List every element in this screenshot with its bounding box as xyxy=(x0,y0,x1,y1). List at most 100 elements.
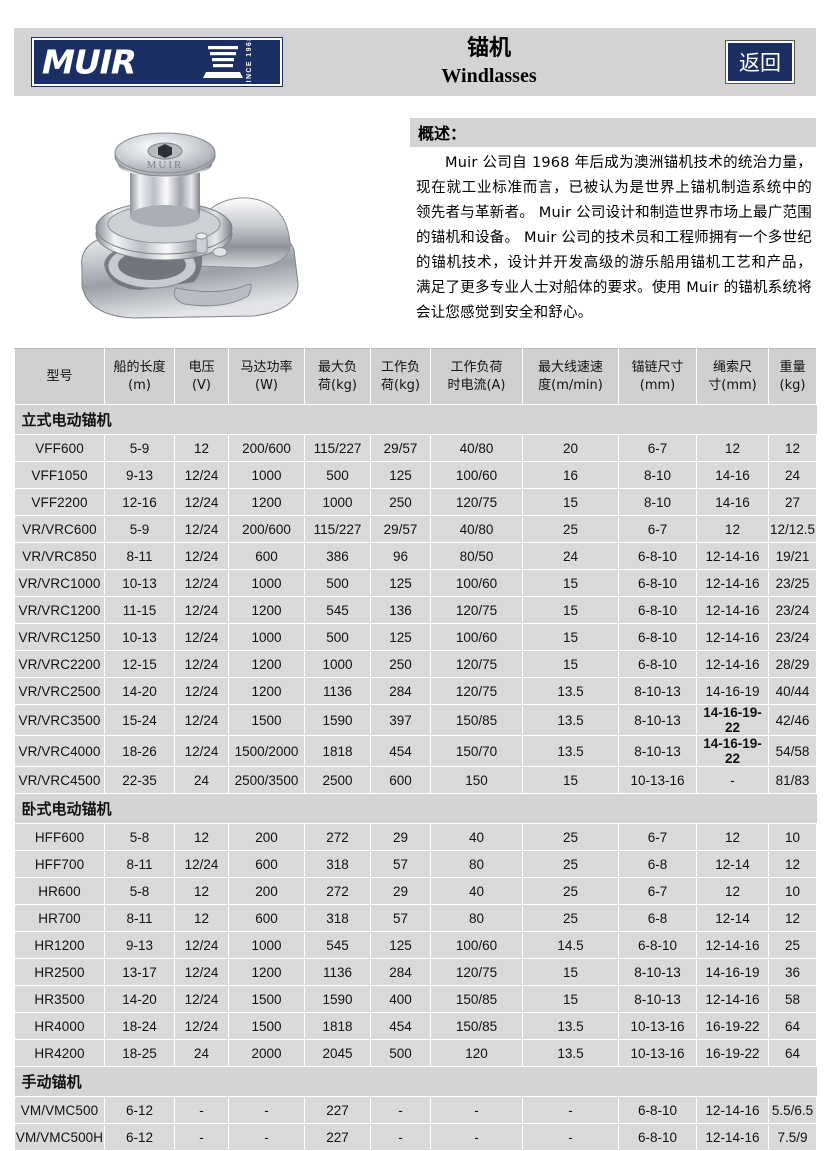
cell-value: 500 xyxy=(304,623,371,651)
cell-value: 36 xyxy=(768,958,817,986)
cell-value: 150/85 xyxy=(430,985,523,1013)
cell-value: 12-14-16 xyxy=(696,985,769,1013)
cell-value: 6-7 xyxy=(618,877,697,905)
logo-wordmark: MUIR xyxy=(37,42,140,82)
overview-heading: 概述： xyxy=(410,118,816,147)
cell-value: 10 xyxy=(768,823,817,851)
cell-value: 6-8-10 xyxy=(618,623,697,651)
cell-value: 12/24 xyxy=(174,850,229,878)
cell-value: 10-13-16 xyxy=(618,766,697,794)
table-row: VR/VRC600 5-9 12/24 200/600 115/227 29/57 40/8… xyxy=(14,515,817,543)
cell-value: 6-8 xyxy=(618,850,697,878)
cell-value: 80 xyxy=(430,904,523,932)
cell-value: 100/60 xyxy=(430,569,523,597)
cell-value: 1500/2000 xyxy=(228,735,305,767)
cell-value: 5-8 xyxy=(104,877,175,905)
table-row: HR4200 18-25 24 2000 2045 500 120 13.5 10-13-16 1… xyxy=(14,1039,817,1067)
cell-value: 125 xyxy=(370,931,431,959)
cell-value: - xyxy=(174,1123,229,1151)
cell-value: 1590 xyxy=(304,704,371,736)
cell-value: 250 xyxy=(370,488,431,516)
cell-value: 600 xyxy=(228,904,305,932)
cell-value: 12/24 xyxy=(174,677,229,705)
cell-value: 9-13 xyxy=(104,931,175,959)
spec-table-container: 型号 船的长度 (m) 电压 (V) 马达功率 (W) 最大负 荷(kg) xyxy=(14,348,817,1151)
cell-value: 15 xyxy=(522,569,619,597)
section-header-row: 手动锚机 xyxy=(14,1066,817,1097)
table-row: VFF2200 12-16 12/24 1200 1000 250 120/75 15 8-10… xyxy=(14,488,817,516)
return-button[interactable]: 返回 xyxy=(725,40,795,84)
cell-value: 24 xyxy=(768,461,817,489)
cell-value: 545 xyxy=(304,596,371,624)
cell-value: 12-14 xyxy=(696,904,769,932)
cell-value: 12-14-16 xyxy=(696,1096,769,1124)
cell-value: 12 xyxy=(174,434,229,462)
cell-value: 1200 xyxy=(228,650,305,678)
cell-model: HR2500 xyxy=(14,958,105,986)
cell-value: 57 xyxy=(370,850,431,878)
cell-value: 8-10 xyxy=(618,488,697,516)
cell-value: 227 xyxy=(304,1096,371,1124)
cell-value: 120/75 xyxy=(430,958,523,986)
cell-value: 6-8-10 xyxy=(618,542,697,570)
cell-value: 13.5 xyxy=(522,1039,619,1067)
cell-value: 120 xyxy=(430,1039,523,1067)
cell-value: 12/24 xyxy=(174,515,229,543)
cell-value: 5-8 xyxy=(104,823,175,851)
cell-value: 150/85 xyxy=(430,704,523,736)
cell-value: 64 xyxy=(768,1039,817,1067)
cell-model: VR/VRC1250 xyxy=(14,623,105,651)
section-title: 卧式电动锚机 xyxy=(14,793,817,824)
cell-value: 8-11 xyxy=(104,850,175,878)
cell-value: 12/24 xyxy=(174,461,229,489)
cell-value: 23/24 xyxy=(768,623,817,651)
cell-value: 9-13 xyxy=(104,461,175,489)
cell-model: VR/VRC3500 xyxy=(14,704,105,736)
cell-value: 19/21 xyxy=(768,542,817,570)
cell-value: 13.5 xyxy=(522,1012,619,1040)
cell-value: 10-13-16 xyxy=(618,1012,697,1040)
header-row: 型号 船的长度 (m) 电压 (V) 马达功率 (W) 最大负 荷(kg) xyxy=(14,348,817,405)
cell-value: 12 xyxy=(174,877,229,905)
cell-value: 12-14-16 xyxy=(696,1123,769,1151)
cell-value: 14-16-19-22 xyxy=(696,704,769,736)
cell-value: 22-35 xyxy=(104,766,175,794)
cell-value: 6-8-10 xyxy=(618,931,697,959)
table-row: VR/VRC850 8-11 12/24 600 386 96 80/50 24 6-8-10 1… xyxy=(14,542,817,570)
cell-model: HR1200 xyxy=(14,931,105,959)
cell-model: HR700 xyxy=(14,904,105,932)
cell-value: 12/24 xyxy=(174,488,229,516)
cell-value: 1200 xyxy=(228,677,305,705)
cell-value: 115/227 xyxy=(304,515,371,543)
cell-value: 454 xyxy=(370,1012,431,1040)
cell-value: 12/24 xyxy=(174,596,229,624)
cell-value: 29/57 xyxy=(370,515,431,543)
cell-value: 1000 xyxy=(304,488,371,516)
col-header-motor-power: 马达功率 (W) xyxy=(228,348,305,405)
cell-value: 1136 xyxy=(304,958,371,986)
cell-value: 200/600 xyxy=(228,515,305,543)
cell-value: 10-13 xyxy=(104,569,175,597)
cell-value: 227 xyxy=(304,1123,371,1151)
cell-model: VFF600 xyxy=(14,434,105,462)
cell-value: 12 xyxy=(696,515,769,543)
cell-value: 1200 xyxy=(228,958,305,986)
cell-value: 15 xyxy=(522,623,619,651)
cell-value: 18-25 xyxy=(104,1039,175,1067)
cell-value: 1818 xyxy=(304,735,371,767)
table-row: VR/VRC3500 15-24 12/24 1500 1590 397 150/85 13.… xyxy=(14,704,817,736)
cell-value: 12-16 xyxy=(104,488,175,516)
cell-value: 12/24 xyxy=(174,1012,229,1040)
specifications-table: 型号 船的长度 (m) 电压 (V) 马达功率 (W) 最大负 荷(kg) xyxy=(14,348,817,1151)
cell-value: 600 xyxy=(370,766,431,794)
cell-value: 54/58 xyxy=(768,735,817,767)
cell-value: 40 xyxy=(430,877,523,905)
cell-value: 12/24 xyxy=(174,735,229,767)
page-header: MUIR SINCE 1968 锚机 Windlasses 返回 xyxy=(14,28,816,96)
cell-value: 40/80 xyxy=(430,515,523,543)
col-header-boat-length: 船的长度 (m) xyxy=(104,348,175,405)
product-image: MUIR xyxy=(28,112,388,342)
page-title-en: Windlasses xyxy=(441,64,537,87)
col-header-voltage: 电压 (V) xyxy=(174,348,229,405)
cell-value: 2045 xyxy=(304,1039,371,1067)
